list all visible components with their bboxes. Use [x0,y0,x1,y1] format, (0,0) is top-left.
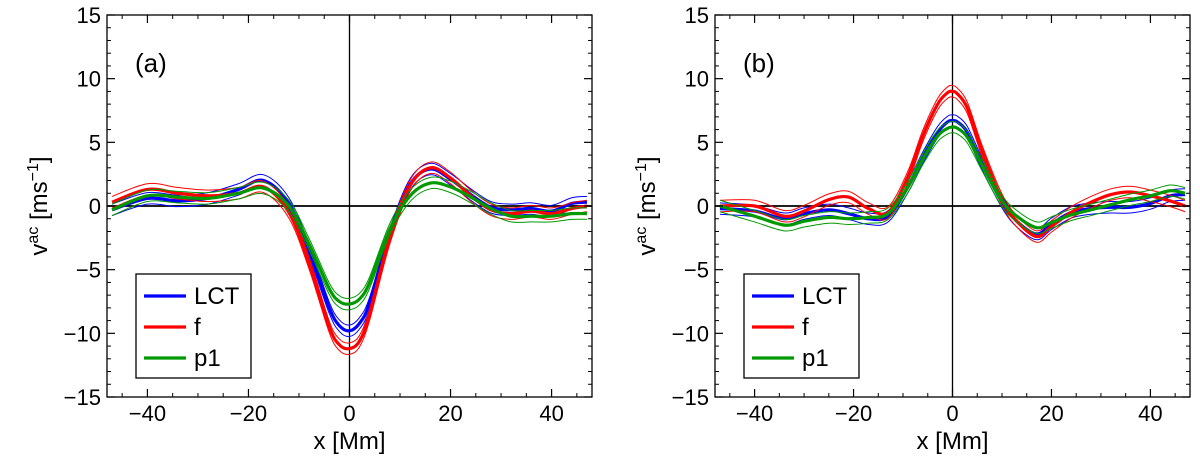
legend-label-f: f [802,314,809,341]
y-tick-label: 5 [697,130,709,155]
y-tick-label: 15 [685,3,709,28]
y-axis-label: vac [ms−1] [25,156,53,255]
series-group [111,161,588,356]
y-axis-label-unit-exponent: −1 [633,163,650,181]
x-tick-label: 20 [438,401,462,426]
y-tick-label: 15 [77,3,101,28]
y-tick-label: −15 [672,385,709,410]
chart-panel-a: −40 −20 0 20 40 −15 −10 −5 0 5 10 15 x [Mm] vac [ms−1… [25,3,593,455]
y-tick-label: −5 [76,258,101,283]
y-tick-label: 0 [89,194,101,219]
y-axis-label: vac [ms−1] [633,156,661,255]
y-tick-label: 10 [685,67,709,92]
x-tick-label: −40 [736,401,773,426]
y-axis-label-superscript: ac [633,227,650,244]
y-tick-label: 0 [697,194,709,219]
x-tick-label: 20 [1039,401,1063,426]
y-axis-label-unit-close: ] [26,156,53,163]
y-axis-label-unit-close: ] [634,156,661,163]
y-tick-label: 5 [89,130,101,155]
y-tick-label: −15 [64,385,101,410]
chart-panel-b: −40 −20 0 20 40 −15 −10 −5 0 5 10 15 x [Mm] vac [ms−1… [633,3,1191,455]
series-f-line [719,89,1186,239]
legend-label-lct: LCT [802,283,848,310]
series-f-upper-error-line [719,84,1186,232]
y-axis-label-base: v [26,244,53,256]
series-p1-upper-error-line [111,176,587,299]
legend-label-p1: p1 [194,345,221,372]
x-tick-label: 0 [343,401,355,426]
x-tick-label: 0 [946,401,958,426]
x-axis-label: x [Mm] [314,428,386,455]
y-tick-label: −5 [684,258,709,283]
panel-label: (a) [135,48,167,78]
x-axis-label: x [Mm] [917,428,989,455]
y-axis-label-unit: [ms [634,181,661,226]
y-tick-label: −10 [64,321,101,346]
y-axis-label-superscript: ac [25,227,42,244]
panel-label: (b) [743,48,775,78]
series-p1-line [719,125,1186,230]
y-axis-label-base: v [634,244,661,256]
x-tick-label: 40 [539,401,563,426]
legend: LCT f p1 [743,273,860,379]
x-tick-label: 40 [1138,401,1162,426]
series-lct-upper-error-line [111,162,587,326]
series-p1-upper-error-line [719,120,1186,223]
series-lct-line [111,167,588,333]
series-p1-lower-error-line [111,187,587,311]
series-f-lower-error-line [719,96,1186,243]
y-axis-label-unit: [ms [26,181,53,226]
legend-label-p1: p1 [802,345,829,372]
legend: LCT f p1 [135,273,252,379]
x-tick-label: −20 [835,401,872,426]
series-group [719,84,1186,243]
series-p1-line [111,181,587,306]
legend-label-lct: LCT [194,283,240,310]
x-tick-label: −20 [230,401,267,426]
y-tick-label: −10 [672,321,709,346]
y-tick-label: 10 [77,67,101,92]
legend-label-f: f [194,314,201,341]
series-p1-lower-error-line [719,132,1186,235]
y-axis-label-unit-exponent: −1 [25,163,42,181]
x-tick-label: −40 [129,401,166,426]
